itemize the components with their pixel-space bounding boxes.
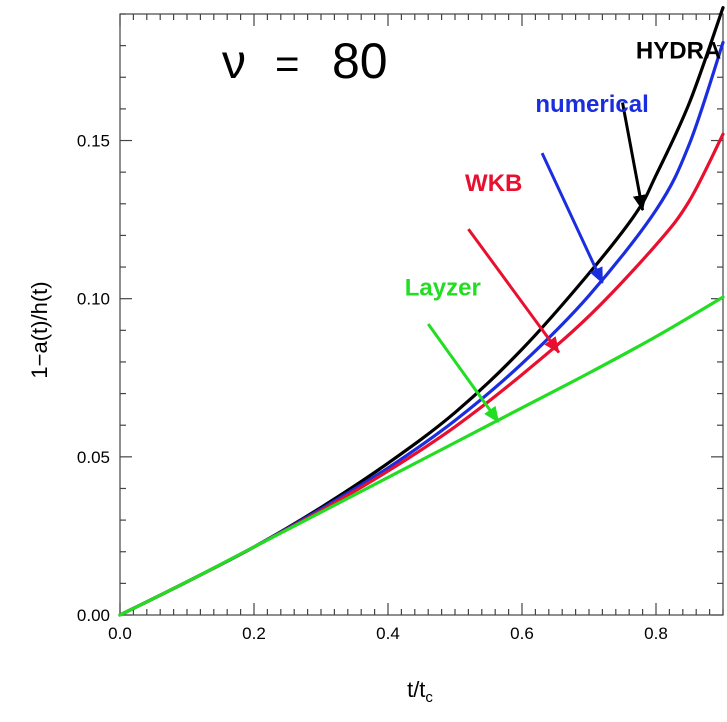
plot-frame	[119, 13, 724, 616]
series-line-numerical	[118, 40, 725, 617]
y-tick-label: 0.05	[77, 448, 110, 467]
arrows-layer	[426, 102, 647, 423]
y-tick-label: 0.10	[77, 290, 110, 309]
x-tick-label: 0.0	[108, 624, 132, 643]
x-tick-label: 0.4	[376, 624, 400, 643]
label-arrow-hydra	[621, 102, 647, 212]
plot-area: 0.0 0.2 0.4 0.6 0.8 0.00 0.05 0.10 0.15 HYDRA num…	[77, 6, 725, 643]
x-axis-label-subscript: c	[425, 689, 433, 706]
nu-symbol: ν	[222, 36, 246, 89]
x-tick-label: 0.2	[242, 624, 266, 643]
svg-text:t/tc: t/tc	[407, 677, 433, 706]
label-arrow-numerical	[540, 152, 604, 284]
y-axis-label: 1−a(t)/h(t)	[27, 281, 52, 378]
x-tick-label: 0.8	[644, 624, 668, 643]
label-arrow-layzer	[426, 323, 500, 423]
series-layer	[118, 6, 725, 617]
series-line-layzer	[118, 295, 725, 617]
x-tick-label: 0.6	[510, 624, 534, 643]
equals-sign: =	[275, 40, 300, 87]
label-arrow-wkb	[467, 228, 561, 354]
y-tick-label: 0.00	[77, 606, 110, 625]
series-label-wkb: WKB	[465, 170, 522, 197]
nu-value: 80	[332, 33, 388, 89]
labels-layer: HYDRA numerical WKB Layzer	[405, 37, 721, 301]
axis-ticks: 0.0 0.2 0.4 0.6 0.8 0.00 0.05 0.10 0.15	[77, 13, 724, 643]
series-line-wkb	[118, 132, 725, 617]
series-label-hydra: HYDRA	[636, 37, 721, 64]
nu-annotation: ν = 80	[222, 33, 388, 89]
y-tick-label: 0.15	[77, 132, 110, 151]
series-label-layzer: Layzer	[405, 275, 481, 302]
series-label-numerical: numerical	[535, 91, 648, 118]
x-axis-label: t/tc	[407, 677, 433, 706]
x-axis-label-main: t/t	[407, 677, 425, 702]
